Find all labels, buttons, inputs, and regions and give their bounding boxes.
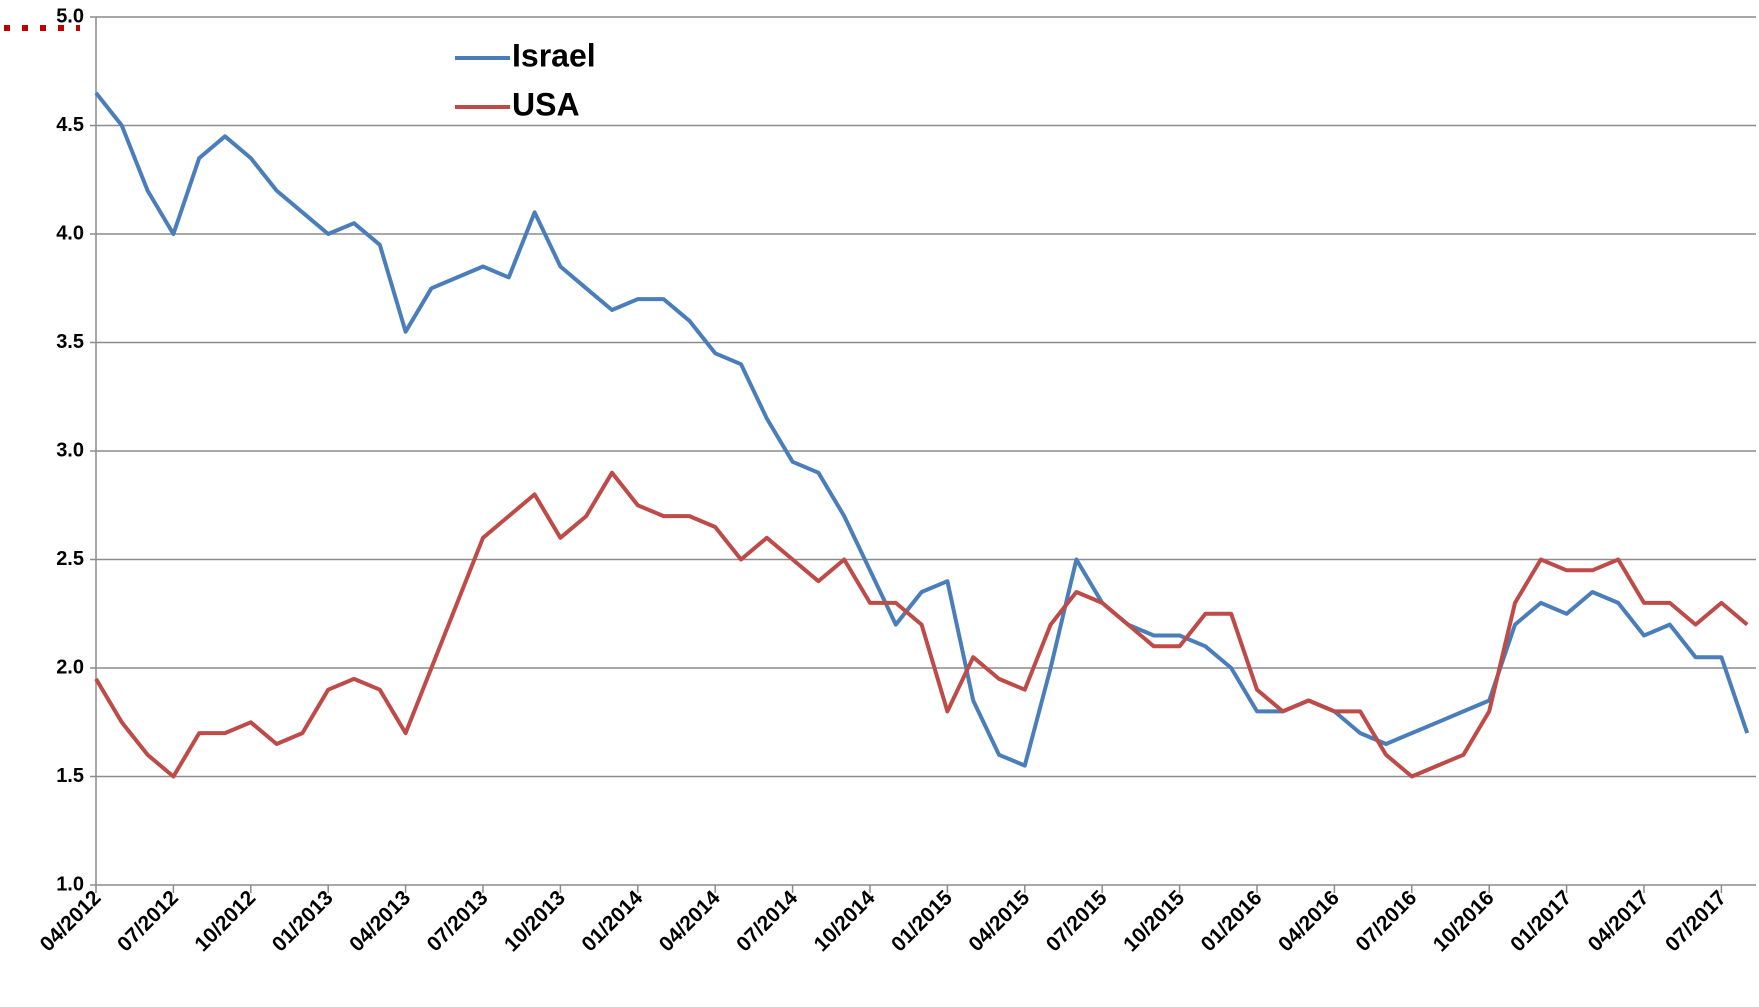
x-tick-label: 01/2013 [268,886,338,956]
y-tick-label: 4.0 [56,222,84,244]
x-tick-label: 04/2017 [1584,886,1654,956]
x-tick-label: 07/2014 [732,886,802,956]
x-tick-label: 10/2015 [1119,886,1189,956]
x-tick-label: 10/2012 [190,886,260,956]
series-line [94,470,1749,779]
x-tick-label: 10/2016 [1429,886,1499,956]
x-tick-label: 04/2015 [964,886,1034,956]
y-tick-label: 2.5 [56,548,84,570]
x-tick-label: 07/2012 [113,886,183,956]
y-tick-label: 1.5 [56,765,84,787]
x-tick-label: 04/2016 [1274,886,1344,956]
x-tick-label: 10/2014 [810,886,880,956]
x-tick-label: 04/2014 [655,886,725,956]
x-tick-label: 01/2017 [1506,886,1576,956]
series-line [94,91,1750,768]
y-tick-label: 4.5 [56,114,84,136]
y-tick-label: 1.0 [56,873,84,895]
y-tick-label: 5.0 [56,5,84,27]
x-tick-label: 01/2014 [577,886,647,956]
x-tick-label: 07/2013 [423,886,493,956]
x-tick-label: 10/2013 [500,886,570,956]
x-tick-label: 04/2012 [36,886,106,956]
x-tick-label: 01/2015 [887,886,957,956]
x-tick-label: 07/2015 [1042,886,1112,956]
x-tick-label: 01/2016 [1197,886,1267,956]
legend-label: USA [512,86,580,122]
y-tick-label: 2.0 [56,656,84,678]
x-tick-label: 04/2013 [345,886,415,956]
x-tick-label: 07/2017 [1661,886,1731,956]
y-tick-label: 3.5 [56,331,84,353]
y-tick-label: 3.0 [56,439,84,461]
legend-label: Israel [512,37,596,73]
x-tick-label: 07/2016 [1351,886,1421,956]
